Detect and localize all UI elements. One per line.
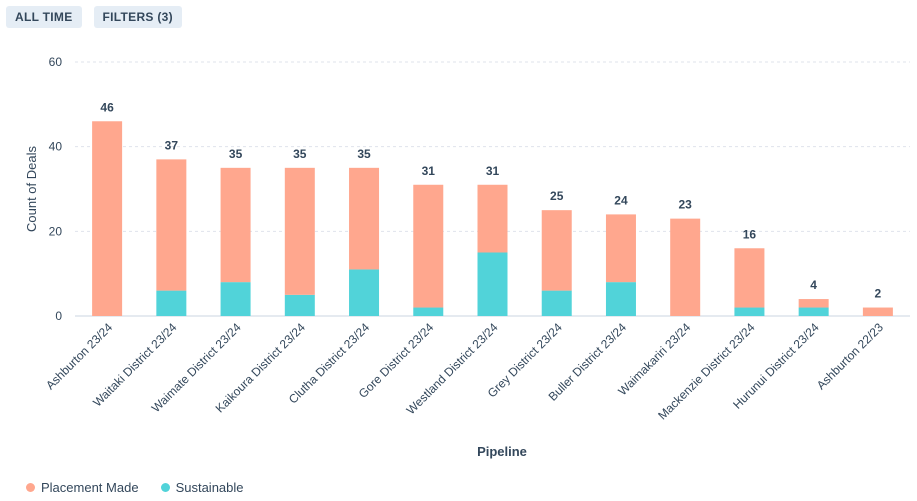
bar-segment-placement-made[interactable] — [862, 307, 893, 316]
y-tick-label: 20 — [49, 224, 63, 238]
bar-total-label: 46 — [100, 100, 114, 114]
y-axis-title: Count of Deals — [24, 146, 39, 232]
bar-segment-placement-made[interactable] — [734, 248, 765, 308]
bar-total-label: 31 — [422, 164, 436, 178]
bar-segment-sustainable[interactable] — [220, 282, 251, 316]
bar-total-label: 37 — [165, 138, 179, 152]
bar-segment-sustainable[interactable] — [284, 294, 315, 316]
bar-total-label: 25 — [550, 189, 564, 203]
x-tick-label: Ashburton 22/23 — [814, 320, 886, 392]
bar-total-label: 16 — [743, 227, 757, 241]
bar-total-label: 35 — [357, 147, 371, 161]
x-axis-title: Pipeline — [477, 444, 527, 459]
legend-item-sustainable[interactable]: Sustainable — [160, 480, 244, 495]
bar-total-label: 35 — [293, 147, 307, 161]
y-tick-label: 40 — [49, 140, 63, 154]
bar-segment-placement-made[interactable] — [156, 159, 187, 291]
bar-total-label: 35 — [229, 147, 243, 161]
bar-total-label: 2 — [875, 287, 882, 301]
all-time-button[interactable]: ALL TIME — [6, 6, 82, 28]
y-tick-label: 60 — [49, 55, 63, 69]
bar-segment-sustainable[interactable] — [798, 307, 829, 316]
bar-segment-placement-made[interactable] — [541, 210, 572, 291]
bar-segment-placement-made[interactable] — [477, 184, 508, 253]
legend-item-placement-made[interactable]: Placement Made — [26, 480, 139, 495]
bar-segment-placement-made[interactable] — [605, 214, 636, 283]
legend-swatch-sustainable — [160, 483, 170, 492]
legend-swatch-placement-made — [26, 483, 35, 492]
bar-segment-sustainable[interactable] — [156, 290, 187, 316]
filters-button[interactable]: FILTERS (3) — [93, 6, 182, 28]
y-tick-label: 0 — [55, 309, 62, 323]
bar-segment-sustainable[interactable] — [734, 307, 765, 316]
bar-segment-placement-made[interactable] — [413, 184, 444, 308]
bar-segment-sustainable[interactable] — [541, 290, 572, 316]
bar-segment-placement-made[interactable] — [220, 167, 251, 283]
bar-segment-sustainable[interactable] — [605, 282, 636, 316]
legend: Placement Made Sustainable — [26, 480, 244, 495]
bar-segment-sustainable[interactable] — [349, 269, 380, 316]
legend-label: Sustainable — [175, 480, 244, 495]
bar-segment-placement-made[interactable] — [92, 121, 123, 317]
bar-total-label: 24 — [614, 193, 628, 207]
bar-segment-placement-made[interactable] — [670, 218, 701, 316]
x-tick-label: Ashburton 23/24 — [43, 320, 115, 392]
bar-segment-sustainable[interactable] — [413, 307, 444, 316]
bar-segment-sustainable[interactable] — [477, 252, 508, 317]
bar-segment-placement-made[interactable] — [349, 167, 380, 270]
toolbar: ALL TIME FILTERS (3) — [6, 6, 182, 28]
bar-total-label: 4 — [810, 278, 817, 292]
bar-total-label: 31 — [486, 164, 500, 178]
bar-segment-placement-made[interactable] — [798, 299, 829, 308]
bar-segment-placement-made[interactable] — [284, 167, 315, 295]
bar-total-label: 23 — [679, 198, 693, 212]
legend-label: Placement Made — [41, 480, 139, 495]
